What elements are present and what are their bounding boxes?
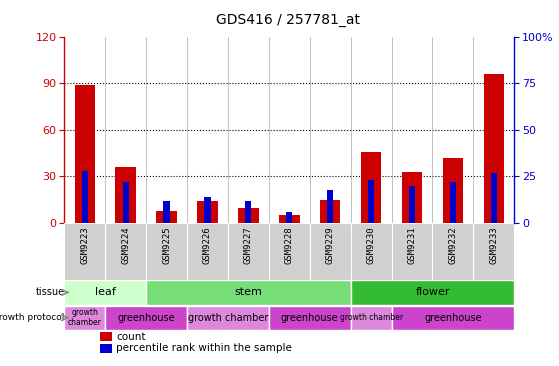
Text: greenhouse: greenhouse (281, 313, 339, 323)
Bar (100, 344, 112, 353)
Text: count: count (116, 332, 145, 342)
Text: greenhouse: greenhouse (424, 313, 482, 323)
Text: percentile rank within the sample: percentile rank within the sample (116, 343, 292, 353)
Bar (228, 223, 269, 280)
Bar (146, 223, 187, 280)
Text: greenhouse: greenhouse (117, 313, 175, 323)
Bar (269, 223, 310, 280)
Bar (327, 190, 333, 223)
Bar (443, 158, 463, 223)
Bar (320, 200, 340, 223)
Bar (187, 306, 269, 330)
Bar (64, 223, 105, 280)
Text: growth chamber: growth chamber (339, 313, 402, 322)
Bar (391, 306, 514, 330)
Bar (146, 280, 350, 305)
Text: GSM9226: GSM9226 (203, 226, 212, 264)
Bar (115, 167, 136, 223)
Text: GSM9230: GSM9230 (367, 226, 376, 264)
Text: growth chamber: growth chamber (188, 313, 268, 323)
Text: GSM9227: GSM9227 (244, 226, 253, 264)
Text: stem: stem (234, 287, 262, 298)
Bar (269, 306, 350, 330)
Bar (238, 208, 259, 223)
Bar (402, 172, 422, 223)
Bar (310, 223, 350, 280)
Bar (245, 201, 252, 223)
Bar (491, 173, 497, 223)
Text: GSM9229: GSM9229 (326, 226, 335, 264)
Bar (450, 182, 456, 223)
Text: GSM9231: GSM9231 (408, 226, 416, 264)
Bar (157, 211, 177, 223)
Text: GSM9224: GSM9224 (121, 226, 130, 264)
Bar (391, 223, 433, 280)
Text: GSM9225: GSM9225 (162, 226, 171, 264)
Bar (409, 186, 415, 223)
Text: GDS416 / 257781_at: GDS416 / 257781_at (216, 13, 360, 27)
Bar (368, 180, 374, 223)
Text: flower: flower (415, 287, 449, 298)
Bar (205, 197, 211, 223)
Bar (100, 332, 112, 341)
Bar (82, 171, 88, 223)
Bar (279, 215, 300, 223)
Text: GSM9228: GSM9228 (285, 226, 294, 264)
Bar (361, 152, 381, 223)
Bar (473, 223, 514, 280)
Bar (350, 306, 391, 330)
Text: tissue: tissue (36, 287, 65, 298)
Bar (187, 223, 228, 280)
Bar (197, 201, 217, 223)
Bar (350, 280, 514, 305)
Bar (163, 201, 169, 223)
Bar (64, 306, 105, 330)
Text: growth
chamber: growth chamber (68, 308, 102, 328)
Bar (433, 223, 473, 280)
Text: GSM9223: GSM9223 (80, 226, 89, 264)
Text: GSM9232: GSM9232 (448, 226, 457, 264)
Bar (105, 223, 146, 280)
Bar (286, 212, 292, 223)
Bar (122, 182, 129, 223)
Bar (484, 74, 504, 223)
Bar (350, 223, 391, 280)
Text: growth protocol: growth protocol (0, 313, 65, 322)
Bar (64, 280, 146, 305)
Bar (105, 306, 187, 330)
Bar (74, 85, 95, 223)
Text: leaf: leaf (95, 287, 116, 298)
Text: GSM9233: GSM9233 (489, 226, 498, 264)
